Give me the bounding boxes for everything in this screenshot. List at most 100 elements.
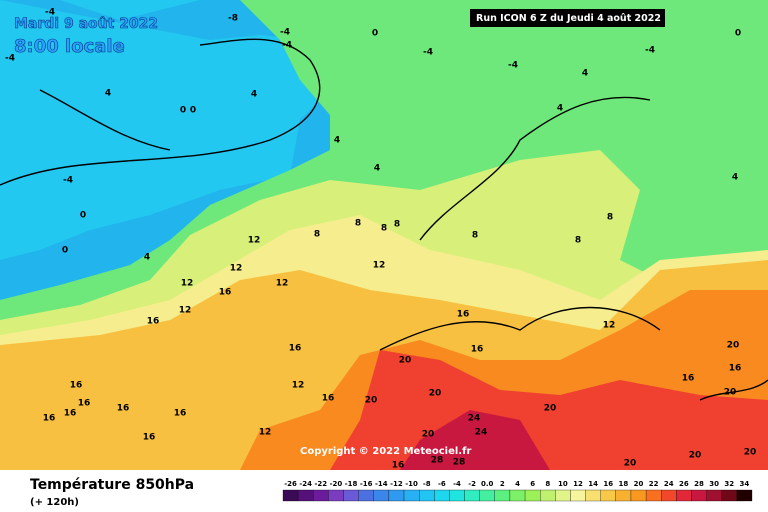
contour-label: 28 [453,458,466,468]
scale-swatch [736,489,753,502]
scale-label: 24 [664,480,674,488]
scale-label: 18 [619,480,629,488]
scale-label: 0.0 [481,480,494,488]
contour-label: 20 [624,459,637,469]
contour-label: 12 [603,321,616,331]
scale-label: -16 [360,480,373,488]
scale-label: 30 [709,480,719,488]
scale-label: 22 [649,480,659,488]
contour-label: 20 [724,388,737,398]
contour-label: 0 [190,106,196,116]
scale-swatch [645,489,662,502]
scale-swatch [706,489,722,502]
scale-swatch [600,489,616,502]
contour-label: 16 [289,344,302,354]
contour-label: 4 [251,90,257,100]
contour-label: 16 [729,364,742,374]
contour-label: 20 [365,396,378,406]
scale-swatch [494,489,511,502]
contour-label: 4 [144,253,150,263]
contour-label: 4 [334,136,340,146]
scale-label: 32 [724,480,734,488]
contour-label: 0 [180,106,186,116]
map-time: 8:00 locale [14,36,125,57]
contour-label: 16 [682,374,695,384]
scale-swatch [570,489,586,502]
contour-label: 12 [179,306,192,316]
contour-label: 12 [259,428,272,438]
scale-label: -6 [438,480,446,488]
contour-label: 8 [607,213,613,223]
scale-swatch [282,489,299,502]
contour-label: 16 [457,310,470,320]
contour-label: 16 [174,409,187,419]
scale-label: -26 [284,480,297,488]
scale-swatch [343,489,359,502]
scale-swatch [464,489,480,502]
scale-label: -4 [453,480,461,488]
scale-swatch [313,489,329,502]
contour-label: -4 [508,61,518,71]
contour-label: 16 [147,317,160,327]
contour-label: 20 [422,430,435,440]
scale-label: 12 [573,480,583,488]
scale-label: -24 [299,480,312,488]
scale-swatch [721,489,738,502]
extreme-zone [400,410,550,470]
contour-label: 8 [575,236,581,246]
scale-swatch [540,489,556,502]
scale-label: -8 [423,480,431,488]
contour-label: 12 [373,261,386,271]
run-info: Run ICON 6 Z du Jeudi 4 août 2022 [476,13,661,24]
scale-swatch [661,489,677,502]
contour-label: 16 [70,381,83,391]
scale-label: -10 [405,480,418,488]
scale-label: -12 [390,480,403,488]
scale-label: 16 [603,480,613,488]
scale-label: 8 [545,480,550,488]
scale-label: 20 [634,480,644,488]
contour-label: 24 [475,428,488,438]
scale-label: -18 [345,480,358,488]
scale-swatch [449,489,465,502]
contour-label: 12 [230,264,243,274]
coastline [0,38,768,401]
scale-label: -14 [375,480,388,488]
contour-label: 20 [689,451,702,461]
scale-swatch [373,489,390,502]
contour-label: 8 [472,231,478,241]
contour-label: 4 [732,173,738,183]
contour-label: 12 [181,279,194,289]
scale-swatch [691,489,707,502]
contour-label: -4 [645,46,655,56]
scale-label: 26 [679,480,689,488]
contour-label: 4 [105,89,111,99]
scale-label: -2 [468,480,476,488]
contour-label: 8 [355,219,361,229]
contour-label: 8 [314,230,320,240]
scale-swatch [509,489,526,502]
contour-label: -4 [423,48,433,58]
contour-label: 8 [381,224,387,234]
map-title: Mardi 9 août 2022 [14,16,158,32]
contour-label: 0 [735,29,741,39]
scale-swatch [403,489,420,502]
scale-label: 34 [740,480,750,488]
contour-label: 16 [43,414,56,424]
scale-swatch [585,489,601,502]
contour-label: 20 [429,389,442,399]
scale-label: -20 [330,480,343,488]
contour-label: 4 [374,164,380,174]
lead-time: (+ 120h) [30,497,79,508]
contour-label: -4 [282,41,292,51]
contour-label: 16 [117,404,130,414]
field-name: Température 850hPa [30,477,194,493]
contour-label: 12 [292,381,305,391]
contour-label: 20 [544,404,557,414]
contour-label: 16 [64,409,77,419]
contour-label: 16 [78,399,91,409]
scale-label: 14 [588,480,598,488]
scale-swatch [297,489,314,502]
scale-label: 4 [515,480,520,488]
